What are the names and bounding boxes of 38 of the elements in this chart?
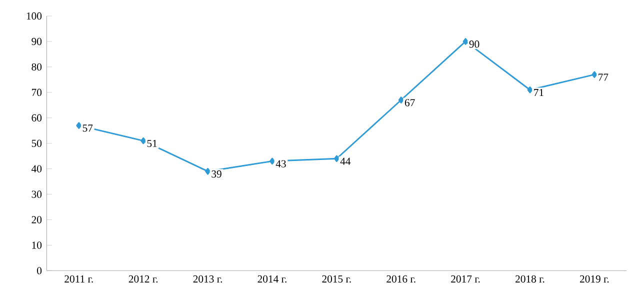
x-tick-label: 2018 г. xyxy=(516,275,544,283)
y-tick-label: 100 xyxy=(26,12,42,20)
data-label: 51 xyxy=(147,140,157,148)
x-tick-label: 2017 г. xyxy=(451,275,480,283)
x-tick-label: 2016 г. xyxy=(386,275,416,283)
y-tick-label: 20 xyxy=(32,216,42,224)
y-tick-label: 10 xyxy=(32,242,42,249)
y-tick-label: 50 xyxy=(32,140,42,147)
point xyxy=(140,137,146,144)
data-label: 44 xyxy=(340,158,351,165)
data-label: 57 xyxy=(82,124,93,132)
data-label: 67 xyxy=(404,99,415,106)
point xyxy=(334,155,340,162)
x-tick-label: 2013 г. xyxy=(193,275,222,283)
data-label: 39 xyxy=(212,170,222,178)
point xyxy=(592,71,598,78)
point xyxy=(205,168,211,175)
x-tick-label: 2011 г. xyxy=(64,275,93,283)
y-tick-label: 0 xyxy=(37,267,42,274)
y-tick-label: 80 xyxy=(32,63,42,71)
point xyxy=(462,38,468,45)
y-tick-label: 70 xyxy=(32,88,42,96)
data-label: 90 xyxy=(469,40,480,48)
point xyxy=(527,86,533,94)
point xyxy=(398,96,404,104)
y-tick-label: 40 xyxy=(32,165,42,172)
data-label: 71 xyxy=(534,88,544,96)
point xyxy=(76,122,82,129)
x-tick-label: 2015 г. xyxy=(322,275,351,283)
y-tick-label: 90 xyxy=(32,38,42,46)
x-tick-label: 2014 г. xyxy=(258,275,286,283)
data-label: 77 xyxy=(598,74,608,81)
x-tick-label: 2012 г. xyxy=(128,275,158,283)
y-tick-label: 60 xyxy=(32,114,42,122)
y-tick-label: 30 xyxy=(32,190,42,198)
x-tick-label: 2019 г. xyxy=(580,275,609,283)
point xyxy=(269,158,275,165)
data-label: 43 xyxy=(276,160,286,168)
